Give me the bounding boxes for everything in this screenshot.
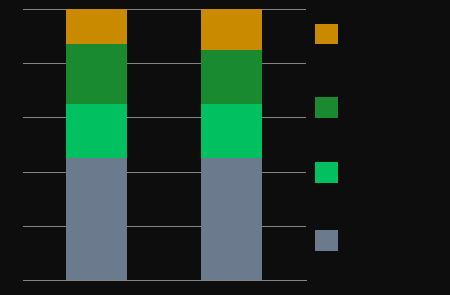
Bar xyxy=(202,9,262,50)
Bar xyxy=(202,158,262,280)
Bar xyxy=(202,104,262,158)
Bar xyxy=(202,50,262,104)
Bar xyxy=(67,44,127,104)
Bar xyxy=(67,104,127,158)
Bar xyxy=(67,158,127,280)
Bar xyxy=(67,0,127,44)
